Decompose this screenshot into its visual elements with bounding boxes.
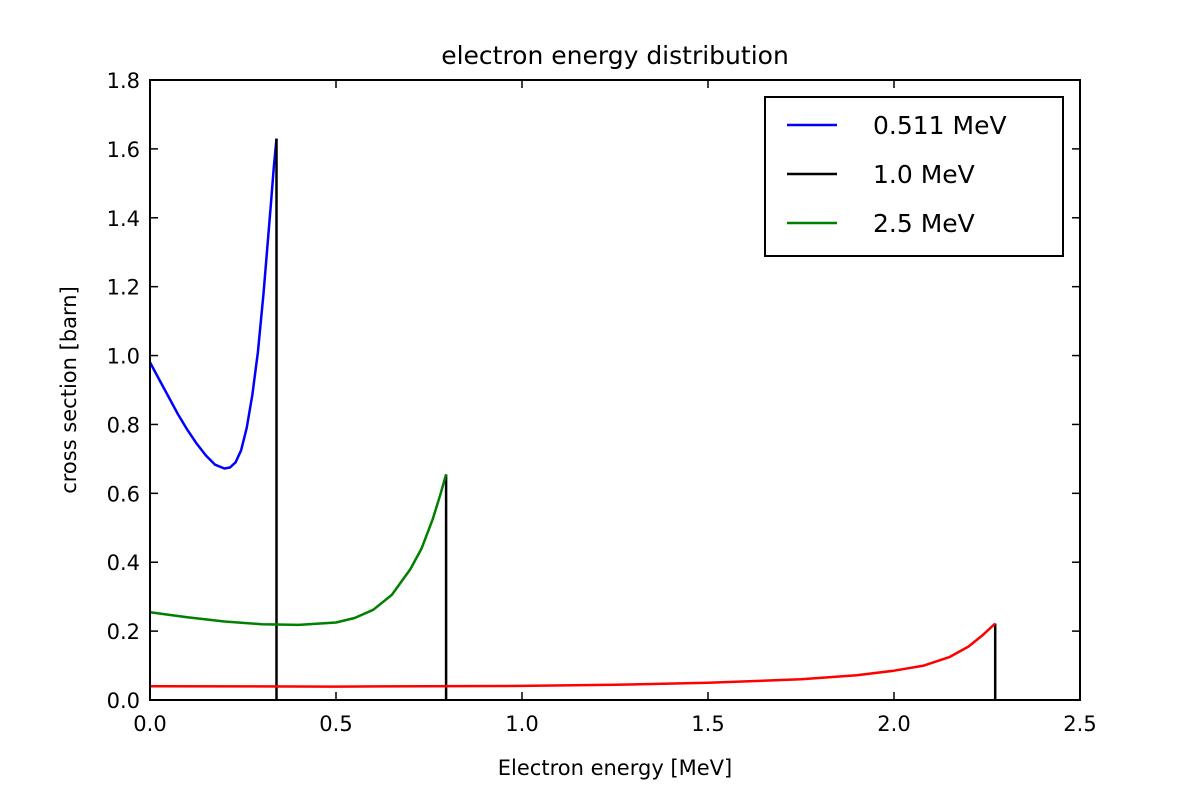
legend-box bbox=[764, 96, 1064, 257]
y-tick-label: 0.8 bbox=[107, 413, 140, 437]
y-tick-label: 0.2 bbox=[107, 620, 140, 644]
y-tick-label: 0.6 bbox=[107, 482, 140, 506]
legend-label: 2.5 MeV bbox=[873, 209, 975, 238]
legend: 0.511 MeV 1.0 MeV 2.5 MeV bbox=[764, 96, 1064, 257]
plot-frame bbox=[149, 79, 1081, 701]
y-tick-label: 0.4 bbox=[107, 551, 140, 575]
legend-label: 0.511 MeV bbox=[873, 111, 1007, 140]
y-tick-label: 0.0 bbox=[107, 689, 140, 713]
x-tick-label: 1.0 bbox=[505, 712, 538, 736]
ticks-layer: 0.0 0.5 1.0 1.5 2.0 2.5 0.0 0.2 0.4 0.6 0.8 1.0 1.2 1… bbox=[107, 69, 1097, 736]
series-line-4 bbox=[149, 622, 997, 688]
x-tick-label: 1.5 bbox=[691, 712, 724, 736]
chart-title: electron energy distribution bbox=[441, 41, 789, 70]
x-tick-label: 2.5 bbox=[1063, 712, 1096, 736]
series-layer bbox=[148, 138, 997, 700]
y-tick-label: 1.6 bbox=[107, 138, 140, 162]
x-tick-label: 2.0 bbox=[877, 712, 910, 736]
x-tick-label: 0.5 bbox=[319, 712, 352, 736]
y-tick-label: 1.4 bbox=[107, 207, 140, 231]
x-axis-label: Electron energy [MeV] bbox=[498, 756, 732, 780]
series-line-3 bbox=[149, 474, 448, 627]
y-tick-label: 1.0 bbox=[107, 345, 140, 369]
y-axis-label: cross section [barn] bbox=[57, 286, 81, 494]
legend-label: 1.0 MeV bbox=[873, 160, 975, 189]
series-line-2 bbox=[275, 138, 997, 700]
x-tick-label: 0.0 bbox=[133, 712, 166, 736]
series-line-1 bbox=[148, 138, 278, 470]
y-tick-label: 1.8 bbox=[107, 69, 140, 93]
y-tick-label: 1.2 bbox=[107, 276, 140, 300]
